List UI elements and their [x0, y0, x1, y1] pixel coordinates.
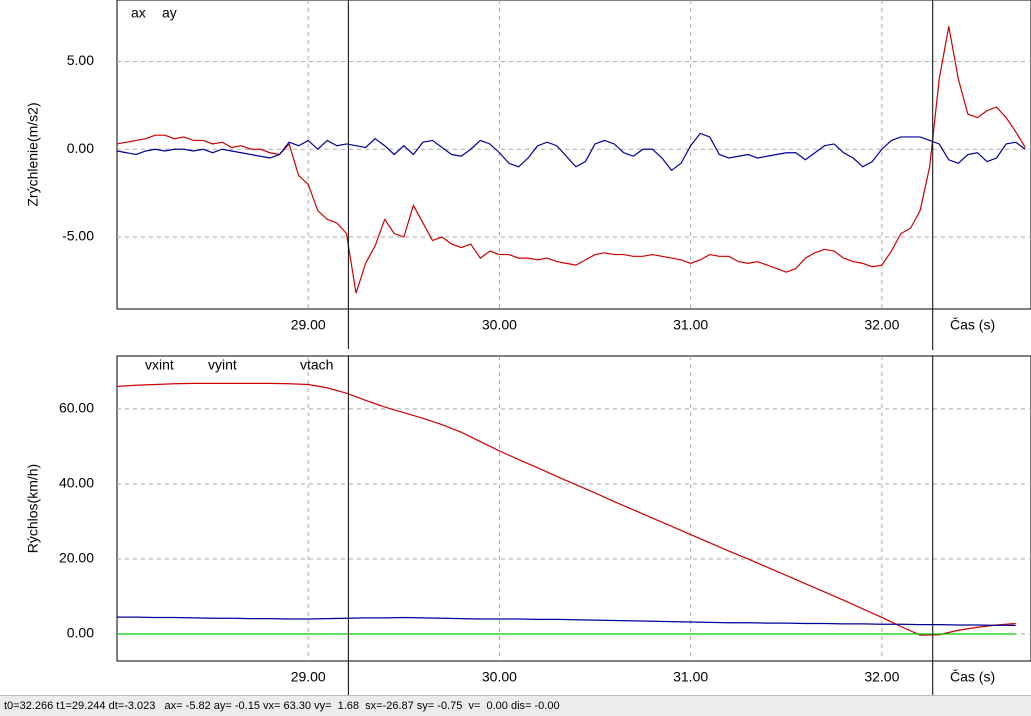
legend-entry: ax — [131, 5, 146, 21]
y-axis-title: Zrýchlenie(m/s2) — [25, 102, 41, 206]
y-tick-label: -5.00 — [62, 228, 94, 244]
x-axis-title: Čas (s) — [950, 317, 995, 333]
x-tick-label: 29.00 — [291, 317, 326, 333]
y-tick-label: 40.00 — [59, 475, 94, 491]
x-axis-title: Čas (s) — [950, 669, 995, 685]
series-line — [117, 616, 1016, 626]
status-bar: t0=32.266 t1=29.244 dt=-3.023 ax= -5.82 … — [0, 695, 1031, 716]
y-tick-label: 0.00 — [67, 625, 94, 641]
y-tick-label: 60.00 — [59, 400, 94, 416]
plot-area — [116, 355, 1031, 662]
series-line — [116, 26, 1026, 294]
y-tick-label: 0.00 — [67, 140, 94, 156]
x-tick-label: 29.00 — [291, 669, 326, 685]
x-tick-label: 32.00 — [864, 669, 899, 685]
legend-entry: vtach — [300, 357, 333, 373]
series-line — [116, 382, 1016, 636]
x-tick-label: 30.00 — [482, 317, 517, 333]
x-tick-label: 30.00 — [482, 669, 517, 685]
legend-entry: vxint — [145, 357, 174, 373]
y-tick-label: 5.00 — [67, 52, 94, 68]
series-line — [116, 132, 1026, 172]
plot-area — [116, 0, 1031, 310]
charts: -5.00 0.00 5.00 29.00 30.00 31.00 32.00 Zrýchle… — [25, 0, 1031, 695]
x-tick-label: 31.00 — [673, 317, 708, 333]
x-tick-label: 31.00 — [673, 669, 708, 685]
y-tick-label: 20.00 — [59, 550, 94, 566]
legend-entry: vyint — [208, 357, 237, 373]
x-tick-label: 32.00 — [864, 317, 899, 333]
legend-entry: ay — [162, 5, 177, 21]
y-axis-title: Rýchlos(km/h) — [25, 464, 41, 553]
